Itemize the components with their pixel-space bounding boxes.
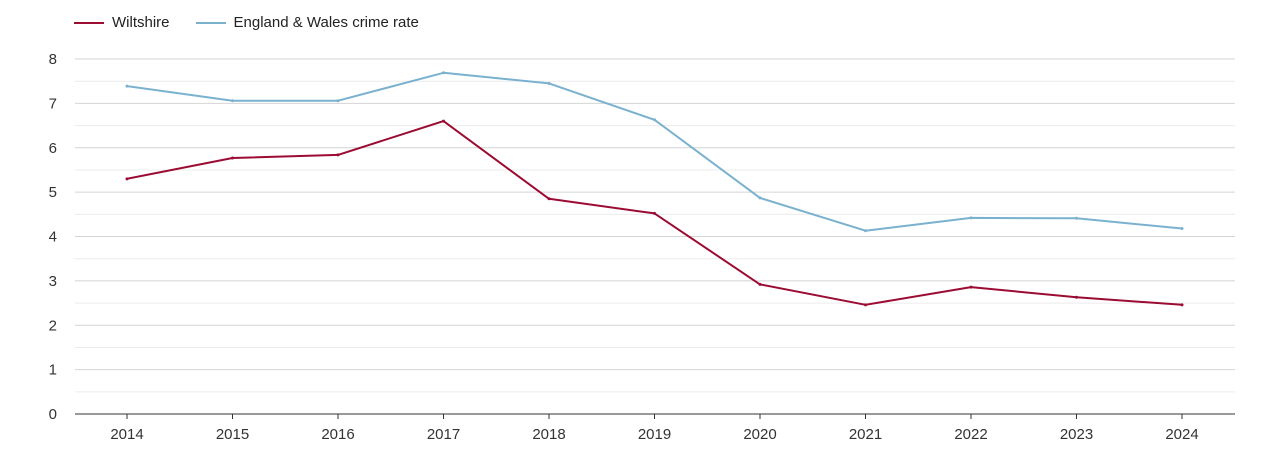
y-tick-label: 6 [49,140,57,157]
data-point-wiltshire [653,211,656,215]
x-tick-label: 2022 [954,426,987,443]
data-point-wiltshire [231,156,234,160]
x-tick-label: 2024 [1165,426,1198,443]
data-point-wiltshire [758,282,762,286]
data-point-wiltshire [336,153,340,157]
legend-label-wiltshire: Wiltshire [112,14,170,31]
x-tick-label: 2023 [1060,426,1093,443]
data-point-wiltshire [969,285,973,289]
data-point-england-wales [231,99,234,103]
data-point-england-wales [1075,216,1078,220]
legend-swatch-wiltshire [74,21,104,24]
y-tick-label: 7 [49,95,57,112]
x-tick-label: 2014 [110,426,143,443]
legend-item-wiltshire[interactable]: Wiltshire [74,14,170,31]
data-point-wiltshire [442,119,445,123]
y-tick-label: 5 [49,184,57,201]
legend-swatch-england-wales [195,21,226,24]
data-point-england-wales [653,118,656,122]
x-tick-label: 2015 [216,426,249,443]
x-tick-label: 2018 [532,426,565,443]
series-line-england-wales [126,71,1183,232]
y-tick-label: 2 [49,317,57,334]
y-tick-label: 3 [49,273,57,290]
y-tick-label: 8 [49,51,57,68]
data-point-wiltshire [547,197,551,201]
data-point-wiltshire [864,303,867,307]
data-point-england-wales [442,71,445,75]
data-point-england-wales [1180,227,1184,231]
data-point-england-wales [864,229,867,233]
data-point-england-wales [547,81,551,85]
data-point-england-wales [336,99,340,103]
x-tick-label: 2017 [427,426,460,443]
x-tick-label: 2020 [743,426,776,443]
x-tick-label: 2021 [849,426,882,443]
y-tick-label: 1 [49,362,57,379]
legend-item-england-wales[interactable]: England & Wales crime rate [195,14,419,31]
x-tick-label: 2019 [638,426,671,443]
data-point-wiltshire [1075,295,1078,299]
x-tick-label: 2016 [321,426,354,443]
legend-label-england-wales: England & Wales crime rate [233,14,419,31]
data-point-wiltshire [1180,303,1184,307]
data-point-wiltshire [125,177,129,181]
y-tick-label: 4 [49,229,57,246]
data-point-england-wales [125,84,129,88]
data-point-england-wales [969,216,973,220]
y-tick-label: 0 [49,406,57,423]
legend: Wiltshire England & Wales crime rate [74,14,419,31]
data-point-england-wales [758,196,762,200]
